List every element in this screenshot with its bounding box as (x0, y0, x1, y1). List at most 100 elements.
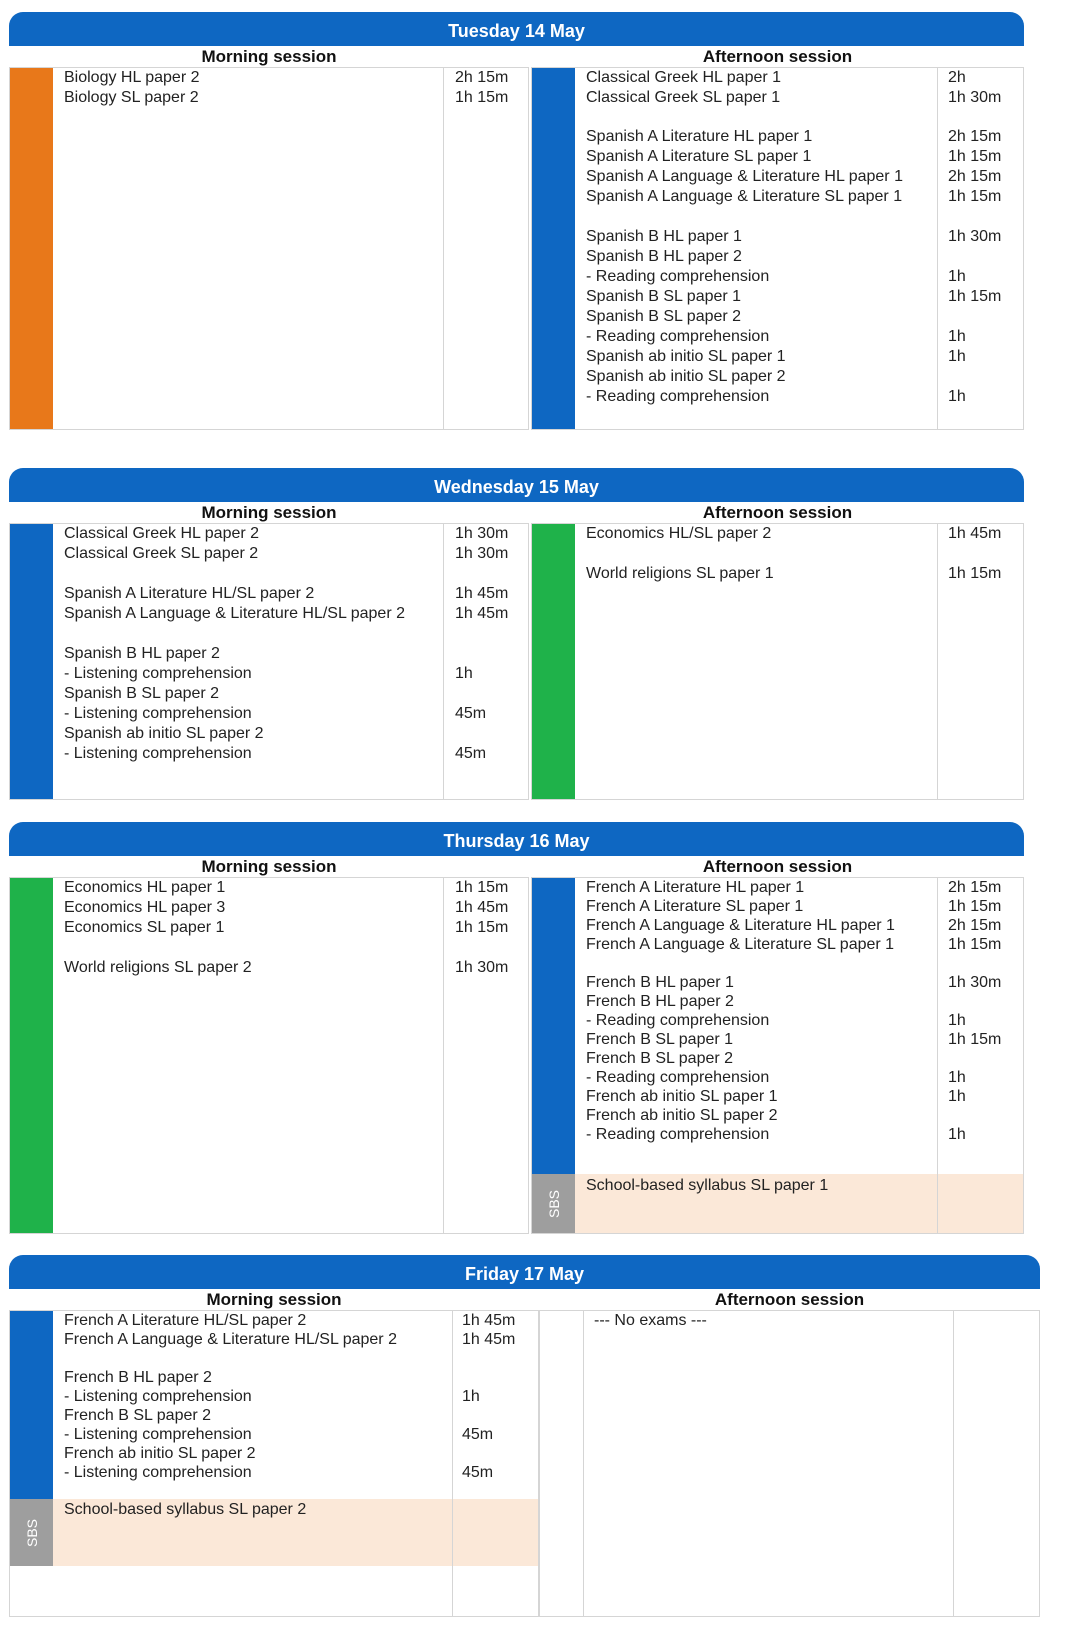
exam-name: - Reading comprehension (586, 1012, 770, 1029)
exam-name: French ab initio SL paper 1 (586, 1088, 778, 1105)
morning-session-label: Morning session (201, 47, 337, 66)
sbs-row (575, 1174, 1023, 1233)
exam-duration: 1h (948, 328, 966, 345)
exam-name: French B HL paper 2 (64, 1369, 212, 1386)
subject-color-bar (532, 524, 575, 799)
exam-name: - Listening comprehension (64, 665, 252, 682)
exam-duration: 1h (948, 1126, 966, 1143)
exam-name: - Listening comprehension (64, 705, 252, 722)
sbs-label: SBS (23, 1518, 40, 1547)
exam-name: French A Literature HL paper 1 (586, 879, 805, 896)
exam-name: French A Literature SL paper 1 (586, 898, 804, 915)
exam-name: Spanish A Literature HL/SL paper 2 (64, 585, 315, 602)
day-title: Tuesday 14 May (9, 12, 1024, 46)
exam-name: French B SL paper 2 (586, 1050, 734, 1067)
day-wednesday: Wednesday 15 May Morning session Afterno… (9, 468, 1024, 800)
day-title: Thursday 16 May (9, 822, 1024, 856)
exam-name: Spanish A Language & Literature SL paper… (586, 188, 903, 205)
day-tuesday: Tuesday 14 May Morning session Afternoon… (9, 12, 1024, 430)
exam-duration: 1h 15m (948, 288, 1002, 305)
sbs-label: SBS (545, 1189, 562, 1218)
exam-duration: 1h 30m (455, 545, 509, 562)
afternoon-column: --- No exams --- (539, 1310, 1040, 1617)
exam-duration: 1h 15m (948, 148, 1002, 165)
exam-name: Economics HL paper 1 (64, 879, 226, 896)
exam-name: Spanish B SL paper 2 (64, 685, 220, 702)
exam-duration: 1h 30m (948, 89, 1002, 106)
afternoon-session-label: Afternoon session (702, 503, 853, 522)
exam-duration: 45m (455, 705, 487, 722)
exam-name: Classical Greek HL paper 1 (586, 69, 782, 86)
exam-name: Spanish A Language & Literature HL/SL pa… (64, 605, 405, 622)
exam-duration: 1h 30m (948, 974, 1002, 991)
exam-duration: 1h 45m (455, 899, 509, 916)
subject-color-bar (532, 68, 575, 429)
exam-name: World religions SL paper 1 (586, 565, 774, 582)
subject-color-bar (10, 524, 53, 799)
exam-duration: 45m (455, 745, 487, 762)
morning-session-label: Morning session (201, 857, 337, 876)
morning-column: French A Literature HL/SL paper 2 1h 45m… (9, 1310, 539, 1617)
exam-duration: 1h 30m (455, 959, 509, 976)
exam-duration: 1h 15m (948, 565, 1002, 582)
exam-name: Spanish B SL paper 2 (586, 308, 742, 325)
exam-name: Economics HL/SL paper 2 (586, 525, 772, 542)
exam-name: French A Language & Literature HL paper … (586, 917, 895, 934)
exam-duration: 1h 45m (455, 585, 509, 602)
subject-color-bar (10, 68, 53, 429)
exam-duration: 1h 15m (948, 898, 1002, 915)
exam-name: French A Language & Literature SL paper … (586, 936, 895, 953)
exam-duration: 1h (455, 665, 473, 682)
subject-color-bar (10, 878, 53, 1233)
exam-name: Spanish ab initio SL paper 2 (64, 725, 264, 742)
exam-name: - Reading comprehension (586, 388, 770, 405)
exam-name: Classical Greek HL paper 2 (64, 525, 260, 542)
sbs-tag: SBS (532, 1174, 575, 1233)
exam-duration: 1h 30m (948, 228, 1002, 245)
exam-duration: 1h 15m (455, 919, 509, 936)
exam-name: French B HL paper 2 (586, 993, 734, 1010)
afternoon-session-label: Afternoon session (702, 47, 853, 66)
exam-name: French A Language & Literature HL/SL pap… (64, 1331, 397, 1348)
day-title: Wednesday 15 May (9, 468, 1024, 502)
exam-name: Spanish B HL paper 2 (586, 248, 742, 265)
exam-duration: 2h 15m (948, 917, 1002, 934)
exam-name: French ab initio SL paper 2 (586, 1107, 778, 1124)
exam-duration: 1h (462, 1388, 480, 1405)
morning-column: Economics HL paper 1 1h 15m Economics HL… (9, 877, 529, 1234)
exam-duration: 1h 45m (455, 605, 509, 622)
exam-name: - Listening comprehension (64, 1426, 252, 1443)
day-title: Friday 17 May (9, 1255, 1040, 1289)
exam-name: Economics HL paper 3 (64, 899, 226, 916)
morning-column: Classical Greek HL paper 2 1h 30m Classi… (9, 523, 529, 800)
exam-name: Biology SL paper 2 (64, 89, 199, 106)
afternoon-column: French A Literature HL paper 1 2h 15m Fr… (531, 877, 1024, 1234)
afternoon-column: Classical Greek HL paper 1 2h Classical … (531, 67, 1024, 430)
exam-name: Spanish ab initio SL paper 2 (586, 368, 786, 385)
exam-name: French B SL paper 2 (64, 1407, 212, 1424)
day-friday: Friday 17 May Morning session Afternoon … (9, 1255, 1040, 1617)
exam-name: Spanish A Language & Literature HL paper… (586, 168, 903, 185)
exam-name: French ab initio SL paper 2 (64, 1445, 256, 1462)
exam-name: Classical Greek SL paper 2 (64, 545, 259, 562)
exam-duration: 2h 15m (948, 128, 1002, 145)
exam-duration: 45m (462, 1464, 494, 1481)
exam-duration: 1h (948, 1012, 966, 1029)
sbs-row (53, 1499, 538, 1566)
exam-name: Spanish B HL paper 1 (586, 228, 742, 245)
subject-color-bar (532, 878, 575, 1174)
exam-duration: 1h 45m (948, 525, 1002, 542)
exam-name: - Reading comprehension (586, 268, 770, 285)
exam-name: French B HL paper 1 (586, 974, 734, 991)
exam-duration: 1h (948, 388, 966, 405)
day-thursday: Thursday 16 May Morning session Afternoo… (9, 822, 1024, 1234)
exam-duration: 1h 30m (455, 525, 509, 542)
exam-duration: 1h 45m (462, 1312, 516, 1329)
exam-name: Classical Greek SL paper 1 (586, 89, 781, 106)
exam-name: World religions SL paper 2 (64, 959, 252, 976)
morning-session-label: Morning session (206, 1290, 342, 1309)
exam-name: - Listening comprehension (64, 745, 252, 762)
exam-duration: 2h 15m (948, 879, 1002, 896)
exam-duration: 1h (948, 348, 966, 365)
exam-duration: 2h (948, 69, 966, 86)
